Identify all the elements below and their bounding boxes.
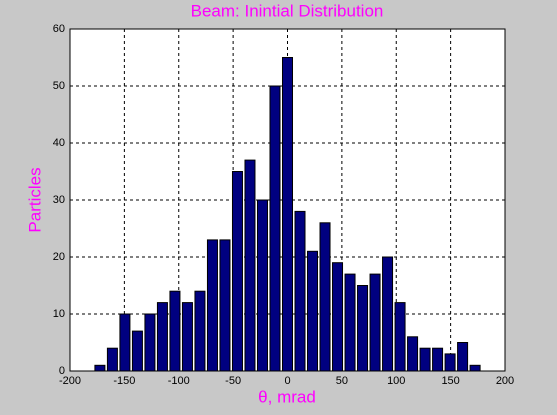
bar — [119, 313, 131, 372]
bar — [294, 210, 306, 372]
y-tick-label: 50 — [53, 80, 65, 92]
bar — [206, 239, 218, 372]
y-tick-label: 0 — [59, 365, 65, 377]
bar — [106, 347, 118, 372]
bar — [194, 290, 206, 372]
bar — [131, 330, 143, 372]
x-tick-label: 0 — [284, 375, 290, 387]
bar — [394, 302, 406, 372]
bar — [419, 347, 431, 372]
bar — [357, 285, 369, 372]
bar — [369, 273, 381, 372]
y-tick-label: 60 — [53, 23, 65, 35]
bar — [269, 85, 281, 372]
x-tick-label: -100 — [168, 375, 190, 387]
x-tick-label: 50 — [336, 375, 348, 387]
bar — [231, 171, 243, 372]
bar — [444, 353, 456, 372]
bar — [332, 262, 344, 372]
bar — [382, 256, 394, 372]
chart-title: Beam: Inintial Distribution — [191, 1, 384, 20]
bar — [319, 222, 331, 372]
bar — [469, 364, 481, 372]
x-tick-label: 200 — [496, 375, 514, 387]
bar — [407, 336, 419, 372]
bar — [344, 273, 356, 372]
y-tick-label: 20 — [53, 251, 65, 263]
x-tick-label: -50 — [225, 375, 241, 387]
bar — [432, 347, 444, 372]
x-tick-label: 150 — [441, 375, 459, 387]
bar — [219, 239, 231, 372]
bar — [244, 159, 256, 372]
x-axis-label: θ, mrad — [258, 387, 316, 406]
bar — [256, 199, 268, 372]
bar — [94, 364, 106, 372]
axes-box — [69, 28, 506, 372]
y-axis-label: Particles — [25, 167, 44, 232]
bar — [144, 313, 156, 372]
y-tick-label: 30 — [53, 194, 65, 206]
x-tick-label: -150 — [113, 375, 135, 387]
bar — [281, 57, 294, 372]
bar — [181, 302, 193, 372]
y-tick-label: 40 — [53, 137, 65, 149]
x-tick-label: -200 — [59, 375, 81, 387]
y-tick-label: 10 — [53, 308, 65, 320]
bar — [156, 302, 168, 372]
bar — [169, 290, 181, 372]
x-tick-label: 100 — [387, 375, 405, 387]
bar — [307, 250, 319, 372]
bar — [457, 342, 469, 372]
